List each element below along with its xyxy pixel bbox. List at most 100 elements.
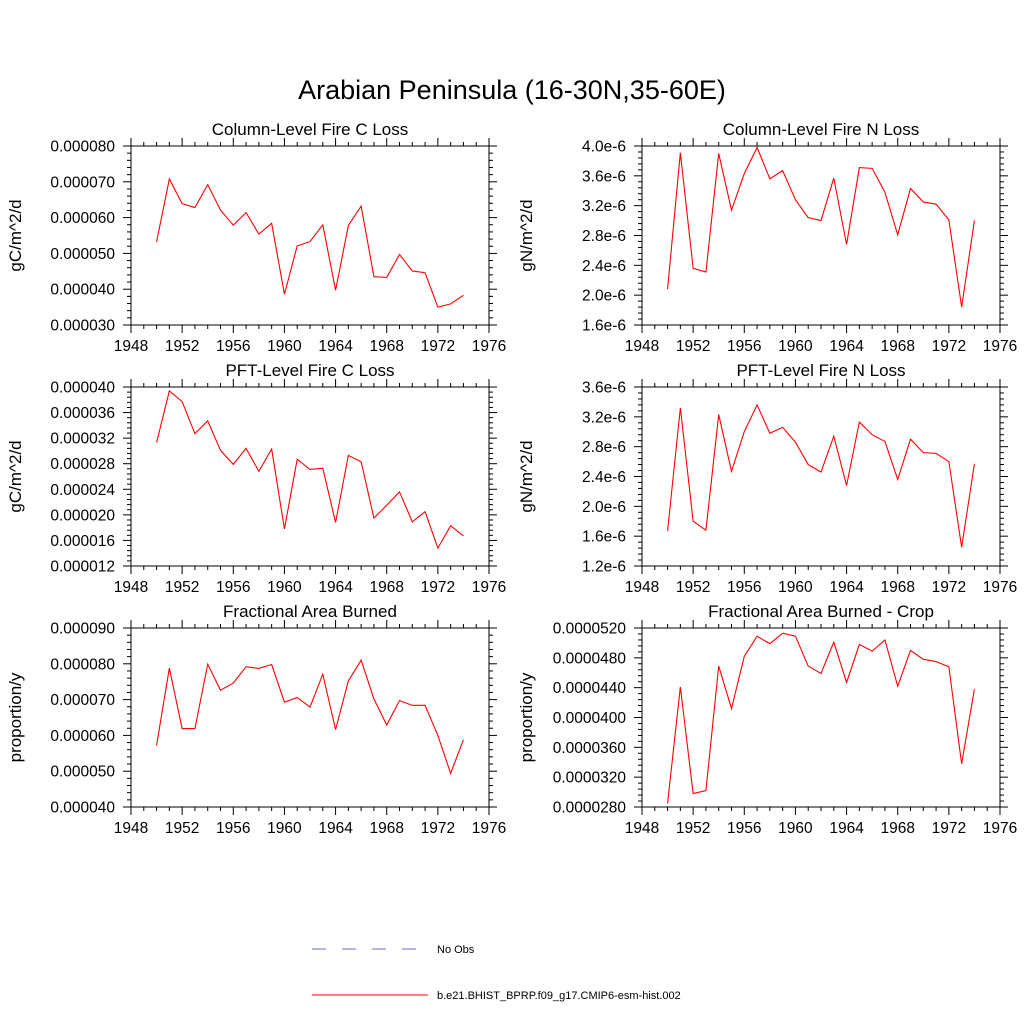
y-tick-label: 0.000050 [50, 764, 115, 781]
y-tick-label: 1.6e-6 [582, 529, 626, 546]
y-tick-label: 0.0000440 [553, 680, 627, 697]
x-tick-label: 1952 [165, 338, 199, 355]
x-tick-label: 1968 [369, 338, 403, 355]
series-line-1 [156, 658, 464, 775]
y-tick-label: 0.000040 [50, 380, 115, 397]
y-tick-label: 3.2e-6 [582, 409, 626, 426]
x-tick-label: 1964 [318, 820, 353, 837]
y-tick-label: 0.000060 [50, 728, 115, 745]
y-tick-label: 0.000060 [50, 210, 115, 227]
x-tick-label: 1960 [267, 820, 302, 837]
y-tick-label: 0.0000360 [553, 740, 627, 757]
y-tick-label: 1.6e-6 [582, 318, 626, 335]
panel-title: Column-Level Fire C Loss [212, 120, 409, 139]
chart-panel-2: Column-Level Fire N Loss gN/m^2/d 1948 1952… [517, 120, 1017, 355]
panel-title: Column-Level Fire N Loss [723, 120, 920, 139]
x-tick-label: 1952 [165, 820, 199, 837]
x-tick-label: 1952 [676, 338, 710, 355]
x-tick-label: 1960 [778, 820, 813, 837]
x-tick-label: 1964 [829, 338, 864, 355]
x-tick-label: 1956 [216, 338, 250, 355]
plot-frame [130, 627, 490, 808]
x-tick-label: 1968 [369, 820, 403, 837]
x-tick-label: 1948 [114, 820, 148, 837]
x-tick-label: 1956 [727, 820, 761, 837]
y-tick-label: 2.8e-6 [582, 439, 626, 456]
x-tick-label: 1960 [778, 338, 813, 355]
x-tick-label: 1952 [165, 579, 199, 596]
y-tick-label: 2.8e-6 [582, 228, 626, 245]
legend: No Obs b.e21.BHIST_BPRP.f09_g17.CMIP6-es… [312, 944, 681, 1002]
y-axis-label: gC/m^2/d [6, 199, 25, 271]
y-tick-label: 0.0000520 [553, 621, 627, 638]
y-tick-label: 2.4e-6 [582, 469, 626, 486]
legend-label-obs: No Obs [437, 944, 475, 956]
x-tick-label: 1948 [114, 338, 148, 355]
x-tick-label: 1956 [727, 579, 761, 596]
x-tick-label: 1960 [267, 579, 302, 596]
x-tick-label: 1956 [727, 338, 761, 355]
x-tick-label: 1964 [829, 579, 864, 596]
y-tick-label: 0.000030 [50, 318, 115, 335]
y-tick-label: 0.000036 [50, 405, 115, 422]
x-tick-label: 1976 [983, 579, 1017, 596]
y-axis-label: proportion/y [517, 672, 536, 762]
figure-title: Arabian Peninsula (16-30N,35-60E) [298, 75, 726, 105]
y-axis-label: gC/m^2/d [6, 440, 25, 512]
series-line-1 [667, 403, 975, 548]
x-tick-label: 1968 [880, 820, 914, 837]
y-tick-label: 0.000012 [50, 559, 115, 576]
plot-frame [641, 386, 1001, 567]
y-tick-label: 0.000024 [50, 482, 115, 499]
y-tick-label: 0.000050 [50, 246, 115, 263]
y-tick-label: 0.000070 [50, 692, 115, 709]
x-tick-label: 1948 [625, 338, 659, 355]
y-axis-label: proportion/y [6, 672, 25, 762]
series-line-1 [667, 146, 975, 308]
y-tick-label: 0.000028 [50, 456, 115, 473]
y-tick-label: 2.4e-6 [582, 258, 626, 275]
x-tick-label: 1968 [880, 579, 914, 596]
y-tick-label: 0.000070 [50, 174, 115, 191]
y-axis-label: gN/m^2/d [517, 440, 536, 512]
y-tick-label: 2.0e-6 [582, 499, 626, 516]
y-tick-label: 4.0e-6 [582, 139, 626, 156]
plot-frame [130, 145, 490, 326]
panel-title: Fractional Area Burned - Crop [708, 602, 934, 621]
x-tick-label: 1972 [932, 338, 966, 355]
y-tick-label: 2.0e-6 [582, 288, 626, 305]
x-tick-label: 1976 [472, 338, 506, 355]
y-tick-label: 0.000016 [50, 533, 115, 550]
x-tick-label: 1960 [778, 579, 813, 596]
y-tick-label: 3.2e-6 [582, 198, 626, 215]
x-tick-label: 1952 [676, 820, 710, 837]
y-axis-label: gN/m^2/d [517, 199, 536, 271]
chart-panel-3: PFT-Level Fire C Loss gC/m^2/d 1948 1952 195… [6, 361, 506, 596]
x-tick-label: 1968 [880, 338, 914, 355]
y-tick-label: 0.000040 [50, 800, 115, 817]
x-tick-label: 1964 [318, 338, 353, 355]
panel-title: PFT-Level Fire C Loss [225, 361, 394, 380]
x-tick-label: 1976 [472, 820, 506, 837]
chart-panel-4: PFT-Level Fire N Loss gN/m^2/d 1948 1952 195… [517, 361, 1017, 596]
x-tick-label: 1976 [983, 338, 1017, 355]
chart-panel-1: Column-Level Fire C Loss gC/m^2/d 1948 1952… [6, 120, 506, 355]
y-tick-label: 0.000090 [50, 621, 115, 638]
plot-frame [641, 145, 1001, 326]
y-tick-label: 0.0000480 [553, 650, 627, 667]
x-tick-label: 1960 [267, 338, 302, 355]
y-tick-label: 0.000020 [50, 507, 115, 524]
x-tick-label: 1952 [676, 579, 710, 596]
x-tick-label: 1956 [216, 820, 250, 837]
y-tick-label: 0.0000280 [553, 800, 627, 817]
y-tick-label: 0.000080 [50, 656, 115, 673]
series-line-1 [667, 632, 975, 804]
series-line-1 [156, 177, 464, 308]
y-tick-label: 0.000080 [50, 139, 115, 156]
chart-panel-5: Fractional Area Burned proportion/y 1948 19… [6, 602, 506, 837]
x-tick-label: 1948 [625, 820, 659, 837]
x-tick-label: 1972 [932, 579, 966, 596]
y-tick-label: 0.000032 [50, 431, 115, 448]
y-tick-label: 3.6e-6 [582, 168, 626, 185]
